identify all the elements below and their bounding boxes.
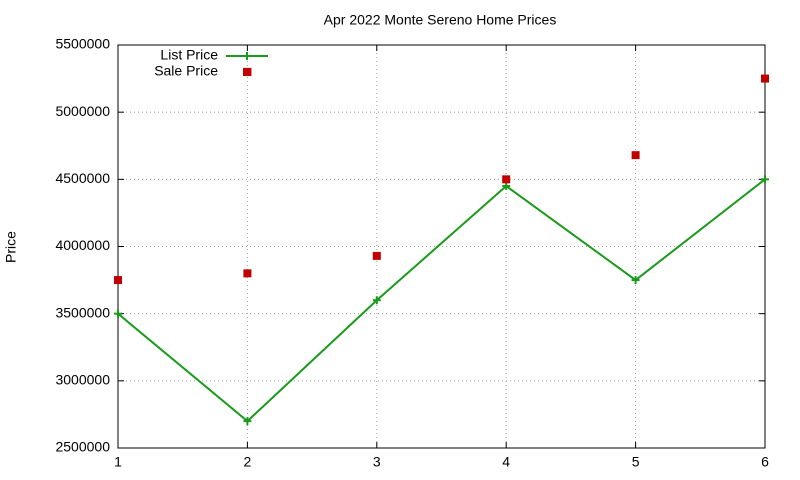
legend-marker	[243, 52, 251, 60]
legend-label: List Price	[160, 47, 218, 63]
y-tick-label: 4000000	[55, 237, 110, 253]
point-marker	[502, 182, 511, 191]
plot-frame	[117, 44, 766, 449]
y-tick-label: 3000000	[55, 372, 110, 388]
point-marker	[761, 74, 769, 83]
x-tick-label: 3	[373, 454, 381, 470]
x-tick-label: 5	[632, 454, 640, 470]
point-marker	[502, 175, 511, 184]
point-marker	[372, 251, 381, 260]
point-marker	[761, 175, 769, 184]
y-tick-label: 4500000	[55, 170, 110, 186]
point-marker	[631, 276, 640, 285]
point-marker	[114, 309, 122, 318]
legend-marker	[243, 68, 251, 76]
y-tick-label: 5000000	[55, 103, 110, 119]
series-line	[117, 178, 766, 423]
point-marker	[631, 151, 640, 160]
y-tick-label: 3500000	[55, 304, 110, 320]
point-marker	[243, 417, 252, 426]
x-tick-label: 1	[114, 454, 122, 470]
y-tick-label: 5500000	[55, 36, 110, 52]
chart-title: Apr 2022 Monte Sereno Home Prices	[324, 12, 557, 28]
x-tick-label: 2	[244, 454, 252, 470]
point-marker	[372, 296, 381, 305]
x-tick-label: 6	[761, 454, 769, 470]
point-marker	[243, 269, 252, 278]
legend-label: Sale Price	[154, 63, 218, 79]
y-axis-label: Price	[3, 231, 19, 263]
y-tick-label: 2500000	[55, 439, 110, 455]
point-marker	[114, 276, 122, 285]
x-tick-label: 4	[502, 454, 510, 470]
